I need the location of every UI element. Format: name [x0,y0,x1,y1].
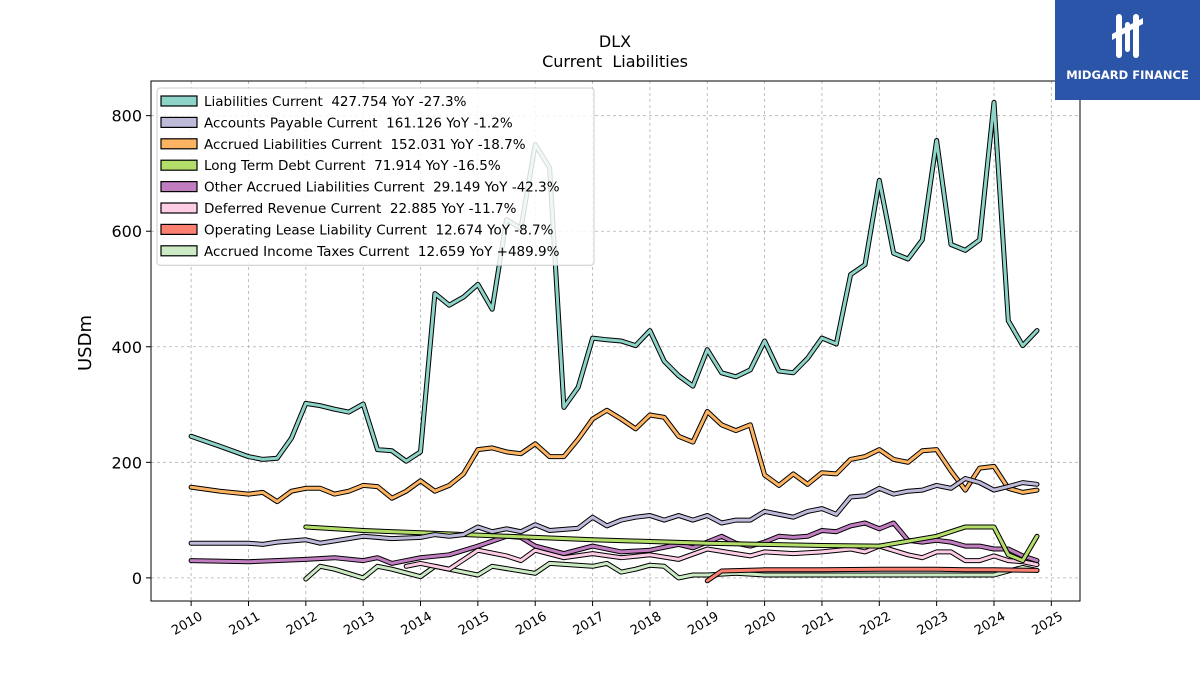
legend-swatch [160,202,198,214]
series-2-line [188,476,1040,547]
legend-swatch [160,223,198,235]
brand-mark-icon [1112,14,1143,58]
legend-label: Operating Lease Liability Current 12.674… [204,222,554,238]
series-stroke [189,477,1039,546]
series-stroke [304,561,1039,581]
legend-swatch [160,116,198,129]
y-tick-label: 800 [111,107,142,126]
legend-label: Other Accrued Liabilities Current 29.149… [204,180,560,196]
legend-label: Deferred Revenue Current 22.885 YoY -11.… [204,201,517,217]
series-stroke [189,408,1039,504]
y-tick-label: 0 [132,569,142,588]
series-1-line [188,99,1040,464]
y-tick-label: 200 [111,453,142,472]
x-tick-label: 2019 [685,609,721,639]
x-tick-label: 2014 [399,609,435,639]
y-tick-label: 400 [111,338,142,357]
x-tick-label: 2021 [800,609,836,639]
series-7-line [704,566,1040,584]
x-tick-label: 2010 [169,609,205,639]
series-stroke [189,100,1039,463]
x-tick-label: 2023 [915,609,951,639]
series-6-line [403,543,1040,572]
x-tick-label: 2018 [628,609,664,639]
series-stroke [705,567,1039,583]
series-stroke [404,544,1039,571]
chart-title: DLX [599,32,631,51]
x-tick-label: 2020 [743,609,779,639]
legend-swatch [160,138,198,150]
x-tick-label: 2015 [456,609,492,639]
legend-box [156,87,595,266]
brand-name: MIDGARD FINANCE [1066,68,1189,82]
x-tick-label: 2011 [227,609,263,639]
series-8-line [303,560,1040,582]
legend-swatch [160,95,198,107]
series-lines [188,99,1040,584]
legend-label: Accrued Income Taxes Current 12.659 YoY … [204,244,560,260]
x-tick-label: 2022 [857,609,893,639]
plot-frame [150,80,1081,602]
legend-swatch [160,245,198,257]
x-tick-label: 2013 [341,609,377,639]
y-tick-label: 600 [111,222,142,241]
x-tick-label: 2017 [571,609,607,639]
legend-swatch [160,159,198,171]
legend-label: Long Term Debt Current 71.914 YoY -16.5% [204,158,501,174]
x-tick-label: 2024 [972,609,1008,639]
legend-label: Liabilities Current 427.754 YoY -27.3% [204,94,467,110]
legend-label: Accrued Liabilities Current 152.031 YoY … [204,137,526,153]
x-tick-label: 2016 [513,609,549,639]
y-axis-label: USDm [75,315,96,371]
x-tick-label: 2012 [284,609,320,639]
x-tick-label: 2025 [1029,609,1065,639]
legend: Liabilities Current 427.754 YoY -27.3% Ac… [156,87,595,266]
chart-subtitle: Current Liabilities [542,52,688,71]
legend-swatch [160,181,198,193]
series-3-line [188,407,1040,505]
legend-label: Accounts Payable Current 161.126 YoY -1.… [204,115,513,131]
brand-logo: MIDGARD FINANCE [1055,0,1200,100]
